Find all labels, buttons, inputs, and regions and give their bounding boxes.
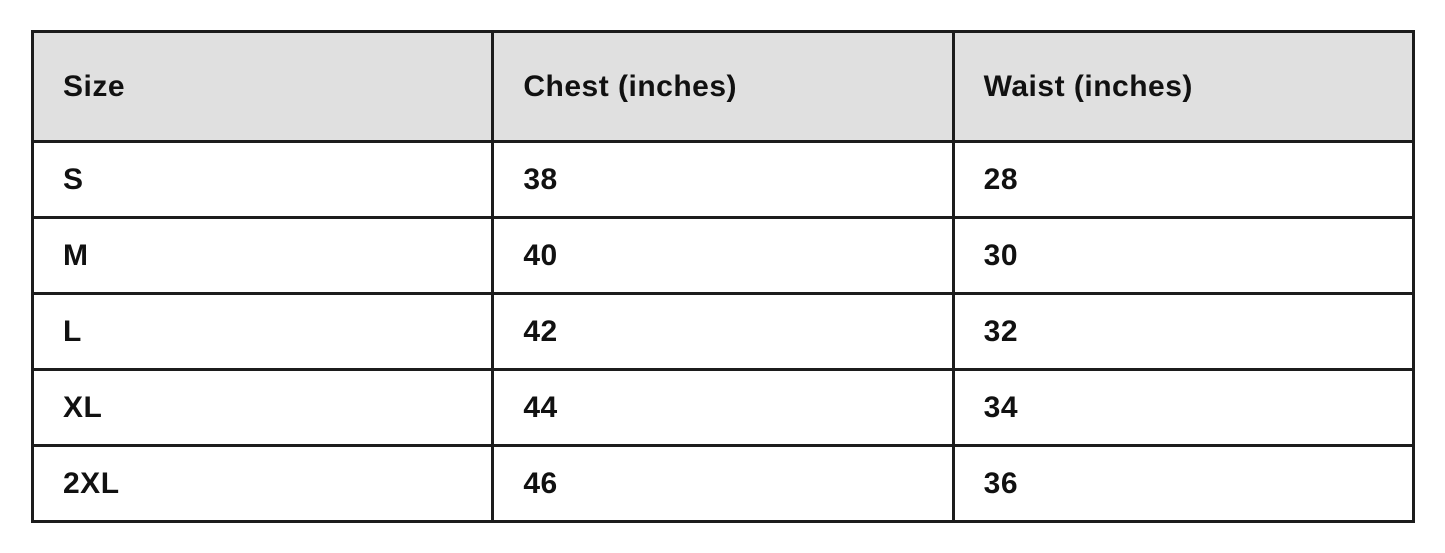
waist-cell: 34 xyxy=(951,368,1416,447)
column-header-waist: Waist (inches) xyxy=(951,30,1416,143)
table-header: Size Chest (inches) Waist (inches) xyxy=(30,30,1416,143)
size-cell: XL xyxy=(30,368,495,447)
waist-cell: 36 xyxy=(951,444,1416,523)
waist-cell: 28 xyxy=(951,140,1416,219)
table-row: XL 44 34 xyxy=(30,368,1416,447)
column-header-size: Size xyxy=(30,30,495,143)
header-row: Size Chest (inches) Waist (inches) xyxy=(30,30,1416,143)
size-cell: 2XL xyxy=(30,444,495,523)
table-row: S 38 28 xyxy=(30,140,1416,219)
chest-cell: 38 xyxy=(491,140,955,219)
table-row: M 40 30 xyxy=(30,216,1416,295)
size-cell: S xyxy=(30,140,495,219)
chest-cell: 42 xyxy=(491,292,955,371)
chest-cell: 44 xyxy=(491,368,955,447)
chest-cell: 40 xyxy=(491,216,955,295)
table-row: 2XL 46 36 xyxy=(30,444,1416,523)
chest-cell: 46 xyxy=(491,444,955,523)
size-cell: L xyxy=(30,292,495,371)
size-chart-table: Size Chest (inches) Waist (inches) S 38 … xyxy=(30,30,1416,523)
waist-cell: 30 xyxy=(951,216,1416,295)
waist-cell: 32 xyxy=(951,292,1416,371)
size-cell: M xyxy=(30,216,495,295)
table-row: L 42 32 xyxy=(30,292,1416,371)
table-body: S 38 28 M 40 30 L 42 32 XL 44 34 2XL 46 xyxy=(30,140,1416,523)
column-header-chest: Chest (inches) xyxy=(491,30,955,143)
